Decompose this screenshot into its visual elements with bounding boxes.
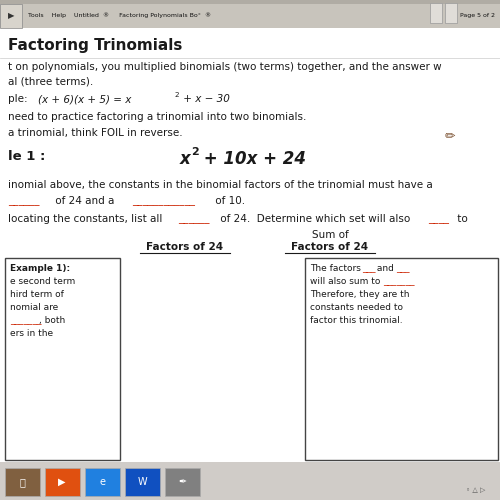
Text: t on polynomials, you multiplied binomials (two terms) together, and the answer : t on polynomials, you multiplied binomia…: [8, 62, 442, 72]
Text: inomial above, the constants in the binomial factors of the trinomial must have : inomial above, the constants in the bino…: [8, 180, 433, 190]
Text: ___: ___: [362, 264, 375, 273]
Text: _______: _______: [10, 316, 42, 325]
Text: 🏠: 🏠: [19, 477, 25, 487]
Bar: [0, 0, 500, 4]
Text: to: to: [454, 214, 468, 224]
Bar: [45, 468, 80, 496]
Text: nomial are: nomial are: [10, 303, 58, 312]
Text: ◦ △ ▷: ◦ △ ▷: [466, 487, 485, 493]
Text: hird term of: hird term of: [10, 290, 64, 299]
Text: 2: 2: [174, 92, 178, 98]
Text: Page 5 of 2: Page 5 of 2: [460, 13, 495, 18]
Text: , both: , both: [40, 316, 66, 325]
Bar: [125, 468, 160, 496]
Text: of 10.: of 10.: [212, 196, 245, 206]
Text: and: and: [374, 264, 397, 273]
Text: Sum of: Sum of: [312, 230, 348, 240]
Text: le 1 :: le 1 :: [8, 150, 46, 163]
Text: ▶: ▶: [8, 12, 14, 20]
Text: ____________: ____________: [132, 196, 195, 206]
Text: al (three terms).: al (three terms).: [8, 76, 93, 86]
Bar: [5, 258, 120, 460]
Text: W: W: [137, 477, 147, 487]
Text: + 10x + 24: + 10x + 24: [198, 150, 306, 168]
Text: Factors of 24: Factors of 24: [292, 242, 368, 252]
Text: Factors of 24: Factors of 24: [146, 242, 224, 252]
Bar: [0, 0, 500, 28]
Text: of 24.  Determine which set will also: of 24. Determine which set will also: [217, 214, 414, 224]
Text: ple:: ple:: [8, 94, 34, 104]
Text: Factoring Trinomials: Factoring Trinomials: [8, 38, 182, 53]
Text: locating the constants, list all: locating the constants, list all: [8, 214, 166, 224]
Text: Tools    Help    Untitled  ®     Factoring Polynomials Bo°  ®: Tools Help Untitled ® Factoring Polynomi…: [28, 12, 211, 18]
Text: Example 1):: Example 1):: [10, 264, 70, 273]
Text: ✏: ✏: [445, 130, 456, 143]
Text: a trinomial, think FOIL in reverse.: a trinomial, think FOIL in reverse.: [8, 128, 182, 138]
Text: ers in the: ers in the: [10, 329, 53, 338]
Text: of 24 and a: of 24 and a: [52, 196, 118, 206]
Text: factor this trinomial.: factor this trinomial.: [310, 316, 402, 325]
Text: constants needed to: constants needed to: [310, 303, 403, 312]
Bar: [85, 468, 120, 496]
Text: Therefore, they are th: Therefore, they are th: [310, 290, 410, 299]
Bar: [165, 468, 200, 496]
Text: ___: ___: [396, 264, 409, 273]
Text: (x + 6)(x + 5) = x: (x + 6)(x + 5) = x: [38, 94, 132, 104]
Bar: [0, 4, 22, 28]
Bar: [445, 3, 457, 23]
Text: The factors: The factors: [310, 264, 364, 273]
Bar: [305, 258, 498, 460]
Text: ✒: ✒: [178, 477, 186, 487]
Text: will also sum to: will also sum to: [310, 277, 384, 286]
Bar: [5, 468, 40, 496]
Text: _______: _______: [383, 277, 414, 286]
Bar: [0, 462, 500, 500]
Text: x: x: [180, 150, 191, 168]
Text: + x − 30: + x − 30: [180, 94, 230, 104]
Text: 2: 2: [191, 147, 199, 157]
Text: e second term: e second term: [10, 277, 75, 286]
Bar: [430, 3, 442, 23]
Text: e: e: [99, 477, 105, 487]
Text: ____: ____: [428, 214, 449, 224]
Text: need to practice factoring a trinomial into two binomials.: need to practice factoring a trinomial i…: [8, 112, 306, 122]
Text: ______: ______: [178, 214, 210, 224]
Bar: [0, 28, 500, 462]
Text: ▶: ▶: [58, 477, 66, 487]
Text: ______: ______: [8, 196, 40, 206]
